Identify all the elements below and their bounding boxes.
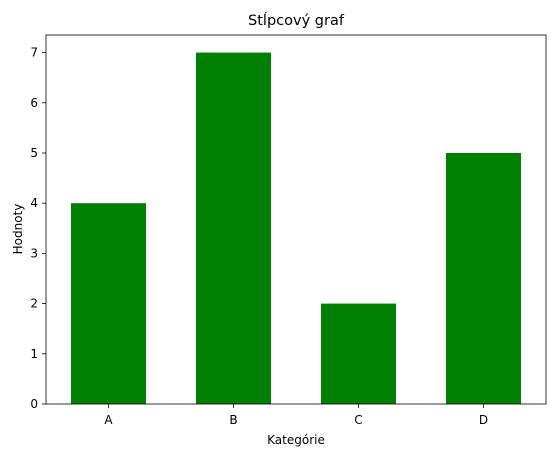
y-axis-label: Hodnoty [11,204,25,255]
y-tick-label: 0 [30,397,38,411]
y-tick-label: 7 [30,46,38,60]
x-tick-label: B [229,413,237,427]
y-ticks: 0 1 2 3 4 5 6 7 [30,46,46,411]
axes-layer [45,34,547,405]
y-tick-label: 1 [30,347,38,361]
y-tick-label: 6 [30,96,38,110]
y-tick-label: 5 [30,146,38,160]
x-ticks: A B C D [104,404,488,427]
bars-layer [71,52,521,404]
bar-a [71,203,146,404]
bar-b [196,52,271,404]
chart-title: Stĺpcový graf [248,11,345,29]
x-tick-label: C [354,413,362,427]
y-tick-label: 3 [30,246,38,260]
x-tick-label: A [104,413,113,427]
plot-frame [45,34,547,405]
y-tick-label: 4 [30,196,38,210]
bar-d [446,152,521,404]
x-axis-label: Kategórie [267,433,325,447]
x-tick-label: D [479,413,488,427]
bar-c [321,303,396,404]
y-tick-label: 2 [30,297,38,311]
